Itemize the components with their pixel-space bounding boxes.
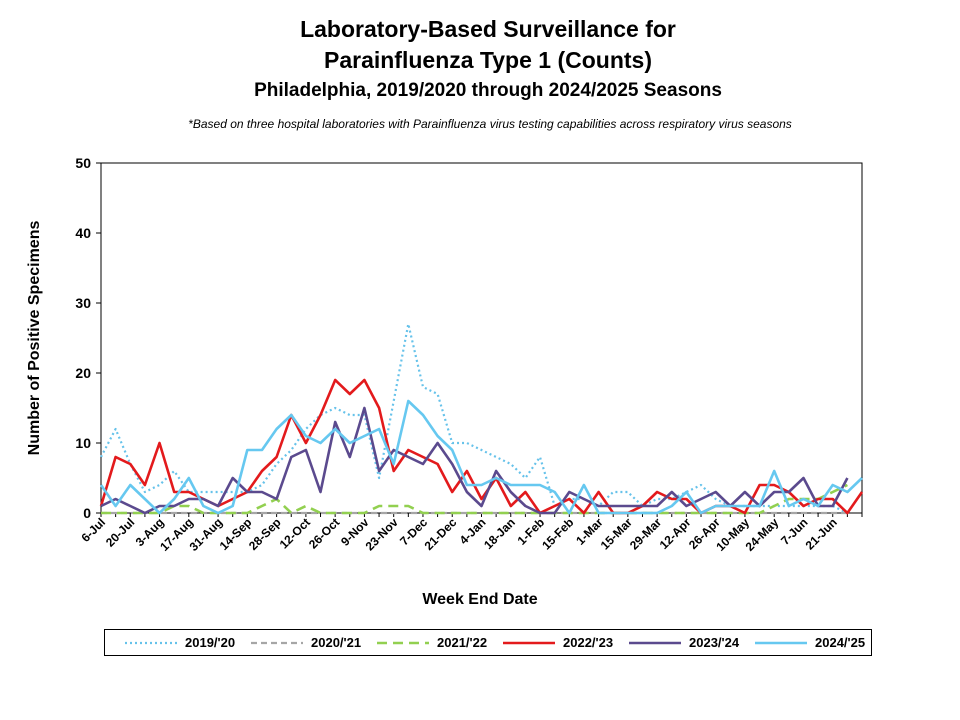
chart-title-line1: Laboratory-Based Surveillance for [300,16,676,42]
legend-label: 2021/'22 [437,635,488,650]
series-layer [99,322,864,515]
y-axis: 0 10 20 30 40 50 [75,155,101,521]
x-tick-label: 26-Oct [306,515,342,551]
x-tick-label: 18-Jan [481,515,518,552]
x-tick-label: 21-Dec [422,515,460,553]
x-tick-label: 12-Apr [657,515,694,552]
legend-label: 2024/'25 [815,635,866,650]
legend-label: 2019/'20 [185,635,236,650]
x-axis: 6-Jul20-Jul3-Aug17-Aug31-Aug14-Sep28-Sep… [78,513,863,554]
chart-footnote: *Based on three hospital laboratories wi… [188,117,792,131]
x-tick-label: 15-Mar [598,515,635,552]
chart-title-line2: Parainfluenza Type 1 (Counts) [323,47,652,73]
y-axis-label: Number of Positive Specimens [26,221,43,456]
series-line [99,378,864,515]
x-axis-label: Week End Date [422,591,537,608]
chart-subtitle: Philadelphia, 2019/2020 through 2024/202… [254,80,722,101]
x-tick-label: 21-Jun [803,515,840,552]
y-tick-label: 10 [75,435,91,451]
x-tick-label: 24-May [743,515,782,554]
x-tick-label: 20-Jul [103,515,137,549]
x-tick-label: 14-Sep [217,515,255,553]
y-tick-label: 50 [75,155,91,171]
x-tick-label: 28-Sep [246,515,284,553]
x-tick-label: 12-Oct [277,515,313,551]
legend-label: 2022/'23 [563,635,614,650]
x-tick-label: 23-Nov [363,515,401,553]
series-line [101,483,848,515]
series-line [100,406,849,515]
chart-legend: 2019/'20 2020/'21 2021/'22 2022/'23 2023… [104,629,872,656]
x-tick-label: 31-Aug [187,515,226,554]
plot-area [100,162,863,514]
series-line [99,399,863,515]
y-tick-label: 40 [75,225,91,241]
x-tick-label: 15-Feb [539,515,576,552]
y-tick-label: 0 [83,505,91,521]
legend-label: 2020/'21 [311,635,362,650]
y-tick-label: 30 [75,295,91,311]
legend-label: 2023/'24 [689,635,740,650]
y-tick-label: 20 [75,365,91,381]
x-tick-label: 29-Mar [627,515,664,552]
